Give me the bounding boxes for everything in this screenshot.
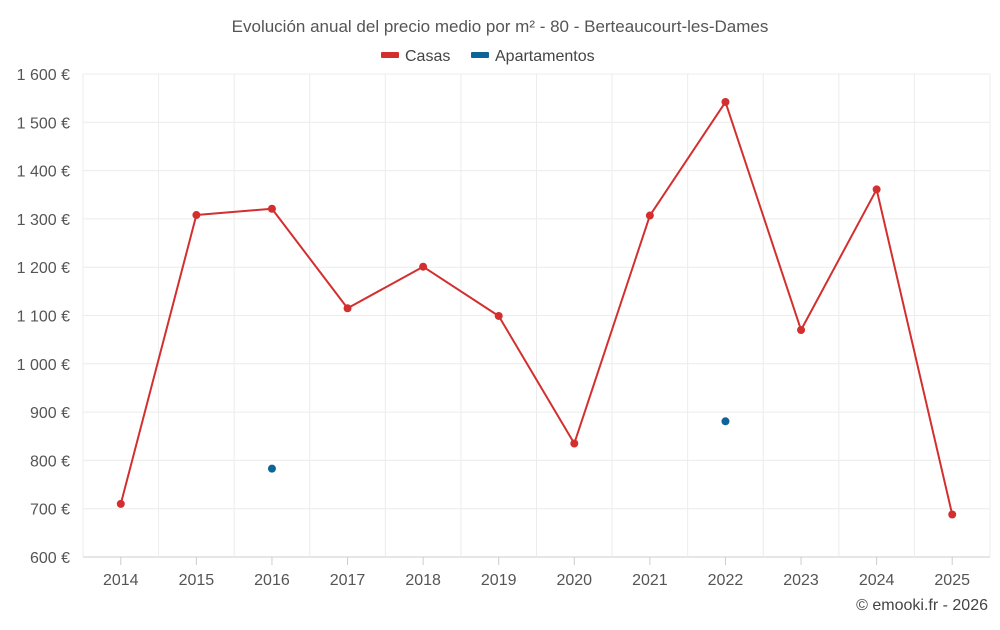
x-tick-label: 2019: [481, 572, 517, 589]
data-point: [192, 211, 201, 220]
data-point: [797, 325, 806, 334]
x-tick-label: 2017: [330, 572, 366, 589]
legend-item-apartamentos: Apartamentos: [471, 48, 595, 65]
data-point: [645, 211, 654, 220]
grid: [82, 73, 991, 558]
legend: Casas Apartamentos: [381, 48, 595, 65]
y-tick-label: 600 €: [30, 550, 70, 567]
series-casas: [116, 98, 957, 519]
x-tick-label: 2024: [859, 572, 895, 589]
y-tick-label: 1 400 €: [17, 164, 70, 181]
data-point: [267, 204, 276, 213]
x-tick-label: 2014: [103, 572, 139, 589]
chart-title: Evolución anual del precio medio por m² …: [232, 17, 769, 36]
y-axis: 600 € 700 € 800 € 900 € 1 000 € 1 100 € 1 200 …: [17, 67, 70, 567]
x-tick-label: 2023: [783, 572, 819, 589]
y-tick-label: 1 000 €: [17, 357, 70, 374]
y-tick-label: 700 €: [30, 502, 70, 519]
y-tick-label: 800 €: [30, 453, 70, 470]
credit-text: © emooki.fr - 2026: [856, 597, 988, 614]
series-apartamentos: [267, 417, 730, 473]
x-axis: 2014 2015 2016 2017 2018 2019 2020 2021 2022 2023…: [103, 557, 970, 589]
x-tick-label: 2015: [179, 572, 215, 589]
data-point: [419, 262, 428, 271]
legend-swatch: [471, 52, 489, 58]
data-point: [570, 439, 579, 448]
x-tick-label: 2018: [405, 572, 441, 589]
y-tick-label: 1 600 €: [17, 67, 70, 84]
data-point: [116, 499, 125, 508]
data-point: [872, 185, 881, 194]
legend-swatch: [381, 52, 399, 58]
data-point: [267, 464, 276, 473]
legend-label: Apartamentos: [495, 48, 595, 65]
y-tick-label: 1 100 €: [17, 309, 70, 326]
data-point: [721, 98, 730, 107]
y-tick-label: 1 200 €: [17, 260, 70, 277]
x-tick-label: 2021: [632, 572, 668, 589]
series-line: [119, 101, 954, 515]
data-point: [494, 311, 503, 320]
series-layer: [116, 98, 957, 519]
x-tick-label: 2025: [934, 572, 970, 589]
x-tick-label: 2016: [254, 572, 290, 589]
legend-item-casas: Casas: [381, 48, 450, 65]
y-tick-label: 900 €: [30, 405, 70, 422]
y-tick-label: 1 500 €: [17, 115, 70, 132]
legend-label: Casas: [405, 48, 450, 65]
y-tick-label: 1 300 €: [17, 212, 70, 229]
data-point: [948, 510, 957, 519]
x-tick-label: 2022: [708, 572, 744, 589]
data-point: [343, 304, 352, 313]
x-tick-label: 2020: [556, 572, 592, 589]
data-point: [721, 417, 730, 426]
